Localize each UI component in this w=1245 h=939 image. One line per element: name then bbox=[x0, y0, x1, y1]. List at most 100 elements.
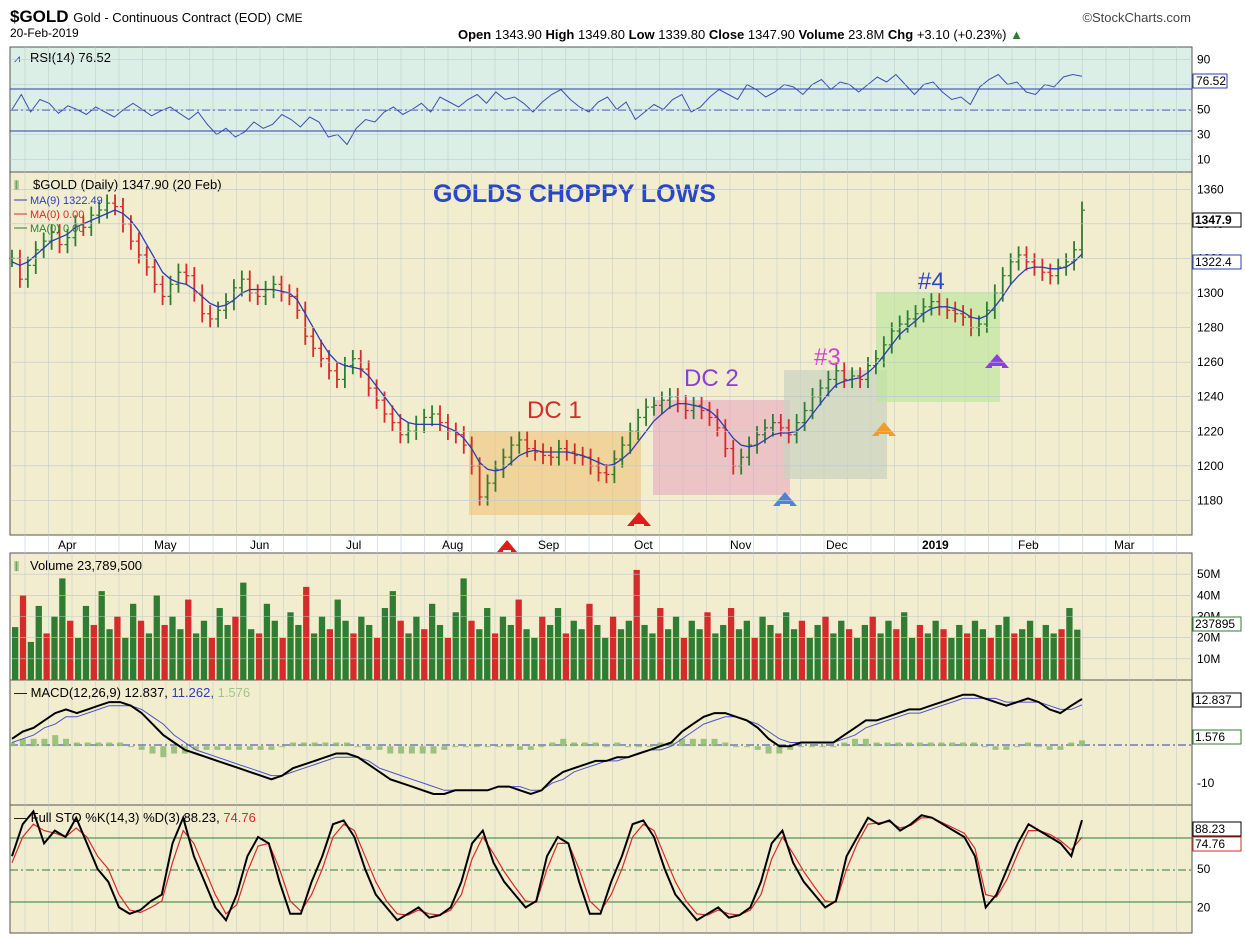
macd-panel: — MACD(12,26,9) 12.837, 11.262, 1.576 -1… bbox=[9, 685, 1242, 796]
volume-bar bbox=[893, 629, 900, 680]
macd-hist-bar bbox=[733, 746, 740, 748]
sto-k-value-label: 88.23 bbox=[1195, 822, 1225, 836]
macd-panel-bg bbox=[9, 679, 1193, 806]
sto-legend-main: Full STO %K(14,3) %D(3) 88.23, bbox=[31, 810, 220, 825]
macd-hist-bar bbox=[430, 746, 437, 754]
volume-bar bbox=[790, 629, 798, 680]
volume-bar bbox=[798, 620, 806, 680]
volume-bar bbox=[861, 624, 868, 680]
high-value: 1349.80 bbox=[578, 27, 625, 42]
volume-bar bbox=[185, 599, 192, 680]
rsi-tick-label: 90 bbox=[1197, 53, 1211, 67]
x-axis-label: Jun bbox=[250, 538, 269, 552]
macd-hist-bar bbox=[711, 738, 718, 747]
macd-hist-bar bbox=[743, 746, 750, 748]
volume-ticks: 50M40M30M20M10M bbox=[10, 567, 1220, 666]
symbol-name: Gold - Continuous Contract (EOD) bbox=[73, 10, 272, 25]
macd-hist-bar bbox=[646, 746, 653, 748]
ma9-legend: MA(9) 1322.49 bbox=[30, 195, 103, 207]
dc2-box bbox=[653, 400, 790, 495]
volume-bar bbox=[35, 605, 42, 680]
volume-bar bbox=[1050, 633, 1057, 680]
volume-bar bbox=[460, 578, 467, 680]
purple-arrow-icon bbox=[985, 354, 1009, 368]
chart-date: 20-Feb-2019 bbox=[10, 26, 79, 40]
macd-hist-bar bbox=[852, 738, 859, 747]
volume-bar bbox=[137, 620, 145, 680]
sto-k-value-box bbox=[1192, 821, 1242, 837]
macd-hist-bar bbox=[603, 746, 610, 748]
up-triangle-icon: ▲ bbox=[1010, 27, 1023, 42]
macd-hist-bar bbox=[171, 746, 178, 754]
macd-hist-bar bbox=[95, 742, 102, 747]
volume-bar bbox=[783, 612, 790, 680]
macd-value-box bbox=[1192, 692, 1242, 708]
macd-hist-bar bbox=[333, 742, 340, 747]
macd-hist-bar bbox=[625, 746, 632, 748]
volume-bar bbox=[499, 616, 507, 680]
macd-hist-bar bbox=[906, 742, 913, 747]
ma-value-label: 1322.4 bbox=[1195, 255, 1232, 269]
macd-hist-bar bbox=[73, 742, 80, 747]
volume-bar bbox=[570, 620, 577, 680]
volume-value-box bbox=[1192, 616, 1242, 632]
dc2-annotation: DC 2 bbox=[684, 365, 739, 392]
macd-hist-bar bbox=[668, 742, 675, 747]
volume-bar bbox=[877, 633, 884, 680]
volume-bar bbox=[578, 629, 585, 680]
macd-hist-bar bbox=[873, 742, 880, 747]
volume-bar bbox=[1074, 629, 1081, 680]
volume-bar bbox=[200, 620, 208, 680]
volume-bar bbox=[224, 624, 231, 680]
macd-hist-bar bbox=[322, 742, 329, 747]
volume-bar bbox=[586, 603, 593, 680]
macd-hist-bar bbox=[614, 742, 621, 747]
low-label: Low bbox=[628, 27, 655, 42]
macd-hist-bar bbox=[462, 746, 469, 748]
volume-bar bbox=[649, 633, 656, 680]
volume-bar bbox=[263, 603, 271, 680]
x-axis-label: 2019 bbox=[922, 538, 949, 552]
volume-bar bbox=[554, 608, 562, 680]
volume-bar bbox=[405, 633, 412, 680]
volume-bar bbox=[1066, 608, 1073, 680]
macd-tick-label: -10 bbox=[1197, 776, 1215, 790]
volume-bar bbox=[397, 620, 404, 680]
close-value: 1347.90 bbox=[747, 27, 795, 42]
macd-hist-bar bbox=[722, 742, 729, 747]
price-legend: $GOLD (Daily) 1347.90 (20 Feb) bbox=[33, 177, 222, 192]
volume-label: Volume bbox=[798, 27, 845, 42]
volume-panel: Volume 23,789,500 ⫼ 50M40M30M20M10M 2378… bbox=[10, 558, 1242, 680]
blue-arrow-icon bbox=[773, 492, 797, 506]
volume-bar bbox=[358, 616, 365, 680]
red-arrow-icon bbox=[497, 540, 517, 552]
ma-value-box bbox=[1192, 254, 1242, 270]
macd-hist-bar bbox=[862, 738, 869, 747]
macd-hist-bar bbox=[635, 746, 642, 748]
macd-hist-bar bbox=[268, 746, 275, 750]
macd-hist-bar bbox=[484, 746, 491, 748]
macd-hist-bar bbox=[689, 738, 696, 747]
sto-tick-label: 50 bbox=[1197, 862, 1211, 876]
macd-hist-bar bbox=[700, 738, 707, 747]
macd-ticks: -10 bbox=[1197, 776, 1215, 790]
volume-bar bbox=[436, 624, 444, 680]
macd-hist-bar bbox=[765, 746, 772, 754]
price-tick-label: 1360 bbox=[1197, 182, 1224, 196]
volume-value: 23.8M bbox=[848, 27, 885, 42]
macd-hist-bar bbox=[754, 746, 761, 750]
macd-hist-bar bbox=[19, 738, 26, 747]
macd-hist-value-box bbox=[1192, 729, 1242, 745]
x-axis-label: Dec bbox=[826, 538, 847, 552]
macd-hist-bar bbox=[992, 746, 999, 750]
macd-hist-bar bbox=[830, 746, 837, 748]
macd-hist-bar bbox=[657, 742, 664, 747]
macd-hist-bar bbox=[441, 746, 448, 750]
macd-hist-bar bbox=[246, 746, 253, 750]
volume-bar bbox=[192, 633, 200, 680]
volume-bar bbox=[413, 616, 420, 680]
volume-bar bbox=[963, 633, 971, 680]
sto-k-line bbox=[11, 809, 1083, 923]
volume-bar bbox=[59, 578, 66, 680]
